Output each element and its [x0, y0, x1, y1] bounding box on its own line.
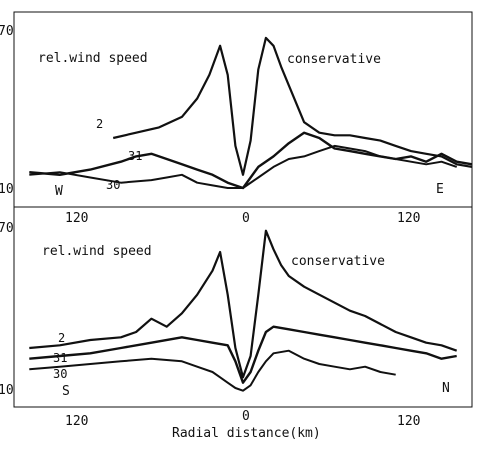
top-x-tick-right-120: 120	[397, 211, 420, 226]
top-panel: 70 10 rel.wind speed conservative W E 12…	[0, 11, 473, 226]
top-series-group: 2 31 30	[29, 36, 473, 192]
bottom-x-tick-left-120: 120	[65, 414, 88, 429]
top-x-tick-left-120: 120	[65, 211, 88, 226]
top-series-line-30	[29, 144, 458, 189]
top-plot-frame	[13, 11, 473, 208]
top-series-line-2	[112, 36, 473, 176]
bottom-series-label-30: 30	[53, 367, 67, 381]
x-axis-label: Radial distance(km)	[172, 426, 321, 441]
top-annotation: conservative	[287, 52, 381, 67]
bottom-panel: 70 10 rel.wind speed conservative S N 12…	[0, 206, 473, 441]
bottom-annotation: conservative	[291, 254, 385, 269]
bottom-series-line-30	[29, 349, 396, 392]
bottom-y-tick-10: 10	[0, 383, 14, 398]
top-series-label-31: 31	[128, 149, 142, 163]
bottom-plot-frame	[13, 206, 473, 408]
top-series-label-2: 2	[96, 117, 103, 131]
top-left-side-label: W	[55, 184, 63, 199]
top-y-tick-70: 70	[0, 24, 14, 39]
top-series-label-30: 30	[106, 178, 120, 192]
bottom-series-label-2: 2	[58, 331, 65, 345]
bottom-x-tick-0: 0	[242, 409, 250, 424]
bottom-series-group: 2 31 30	[29, 229, 458, 392]
bottom-right-side-label: N	[442, 381, 450, 396]
bottom-series-line-31	[29, 325, 457, 384]
top-title: rel.wind speed	[38, 51, 148, 66]
top-right-side-label: E	[436, 182, 444, 197]
top-y-tick-10: 10	[0, 182, 14, 197]
bottom-x-tick-right-120: 120	[397, 414, 420, 429]
bottom-y-tick-70: 70	[0, 221, 14, 236]
top-x-tick-0: 0	[242, 211, 250, 226]
bottom-left-side-label: S	[62, 384, 70, 399]
bottom-series-line-2	[29, 229, 458, 379]
bottom-series-label-31: 31	[53, 351, 67, 365]
bottom-title: rel.wind speed	[42, 244, 152, 259]
top-series-line-31	[29, 131, 473, 190]
